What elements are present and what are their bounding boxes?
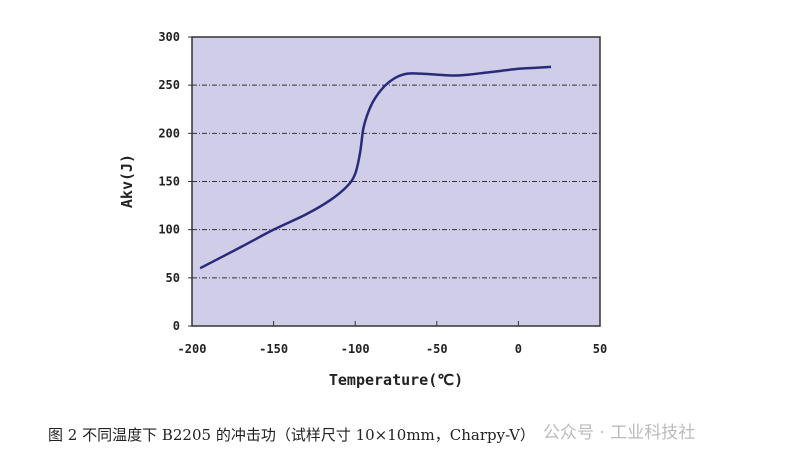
y-tick-label: 300	[158, 30, 180, 44]
x-tick-label: 0	[515, 342, 522, 356]
x-axis-label: Temperature(℃)	[329, 371, 463, 389]
y-tick-label: 0	[173, 319, 180, 333]
y-axis-label: Akv(J)	[118, 154, 136, 208]
y-tick-label: 250	[158, 78, 180, 92]
y-tick-label: 100	[158, 223, 180, 237]
x-tick-label: -100	[341, 342, 370, 356]
x-tick-label: 50	[593, 342, 607, 356]
y-tick-label: 50	[166, 271, 180, 285]
y-tick-label: 200	[158, 126, 180, 140]
x-tick-label: -200	[178, 342, 207, 356]
figure-caption: 图 2 不同温度下 B2205 的冲击功（试样尺寸 10×10mm，Charpy…	[48, 426, 535, 444]
data-line-B2205	[199, 65, 552, 270]
x-tick-label: -150	[259, 342, 288, 356]
x-tick-label: -50	[426, 342, 448, 356]
y-tick-label: 150	[158, 175, 180, 189]
watermark: 公众号 · 工业科技社	[543, 423, 696, 443]
